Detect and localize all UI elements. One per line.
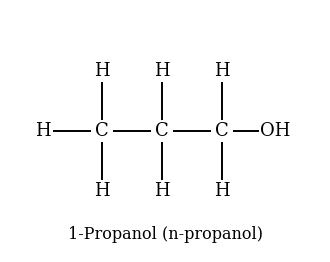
Text: 1-Propanol (n-propanol): 1-Propanol (n-propanol) <box>68 226 262 243</box>
Text: OH: OH <box>260 122 291 140</box>
Text: H: H <box>35 122 50 140</box>
Text: H: H <box>94 182 110 200</box>
Text: H: H <box>154 62 170 80</box>
Text: C: C <box>215 122 229 140</box>
Text: C: C <box>95 122 109 140</box>
Text: H: H <box>214 62 230 80</box>
Text: H: H <box>94 62 110 80</box>
Text: H: H <box>214 182 230 200</box>
Text: H: H <box>154 182 170 200</box>
Text: C: C <box>155 122 169 140</box>
